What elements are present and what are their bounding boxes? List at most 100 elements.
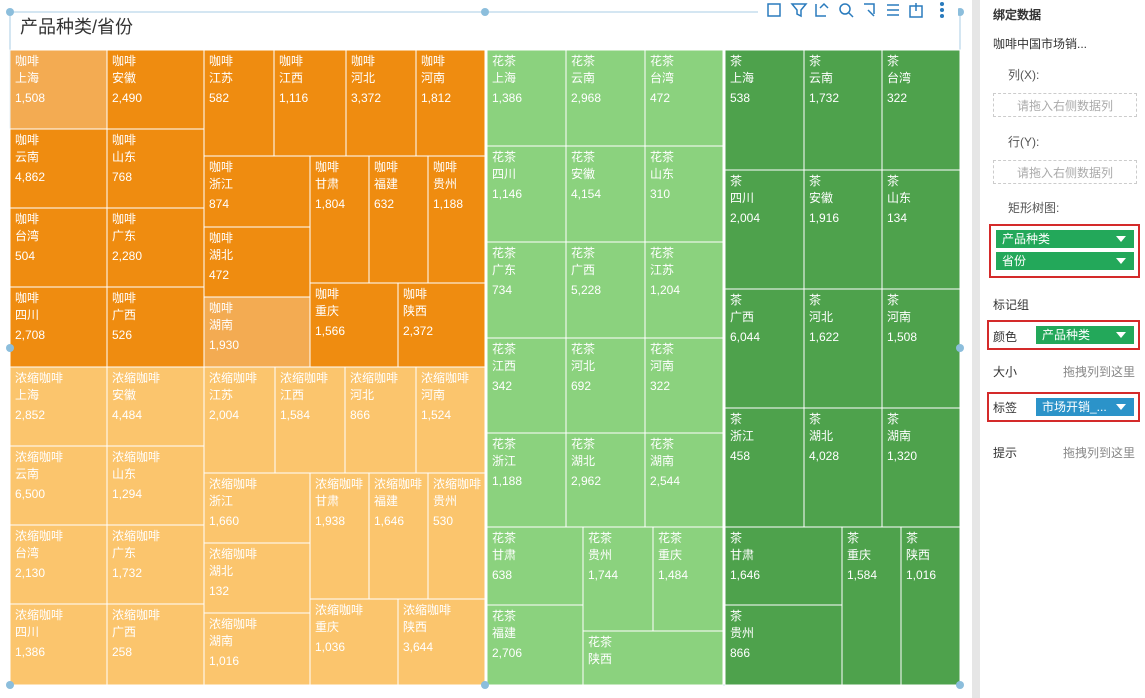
toolbar[interactable] [758, 0, 958, 22]
cell-group-label: 咖啡 [351, 53, 375, 68]
cell-province-label: 陕西 [906, 547, 930, 562]
cell-province-label: 湖北 [209, 247, 233, 262]
treemap-cell [203, 155, 311, 228]
cell-group-label: 浓缩咖啡 [315, 602, 363, 617]
cell-value-label: 1,386 [15, 645, 45, 659]
cell-group-label: 花茶 [571, 245, 595, 260]
cell-value-label: 734 [492, 283, 512, 297]
cell-province-label: 台湾 [15, 545, 39, 560]
cell-province-label: 重庆 [847, 548, 871, 562]
cell-group-label: 咖啡 [374, 159, 398, 174]
cell-province-label: 安徽 [112, 70, 136, 85]
treemap-cell [397, 598, 486, 686]
treemap-cell [486, 145, 567, 243]
treemap-cell [203, 366, 276, 474]
cell-group-label: 咖啡 [315, 286, 339, 301]
cell-group-label: 花茶 [588, 634, 612, 649]
cell-province-label: 贵州 [588, 548, 612, 562]
cell-value-label: 1,036 [315, 640, 345, 654]
cell-group-label: 咖啡 [315, 159, 339, 174]
cell-province-label: 福建 [492, 625, 516, 640]
cell-province-label: 云南 [571, 70, 595, 85]
cell-group-label: 咖啡 [112, 132, 136, 147]
cell-group-label: 浓缩咖啡 [433, 476, 481, 491]
treemap-cell [724, 526, 843, 606]
cell-value-label: 866 [350, 408, 370, 422]
cell-value-label: 1,524 [421, 408, 451, 422]
rows-drop[interactable]: 请拖入右侧数据列 [993, 160, 1137, 184]
treemap-cell [881, 169, 961, 290]
cell-province-label: 安徽 [112, 387, 136, 402]
cell-province-label: 重庆 [658, 548, 682, 562]
chart-title: 产品种类/省份 [20, 17, 133, 37]
size-drop[interactable]: 拖拽列到这里 [1063, 365, 1136, 379]
cell-group-label: 茶 [730, 411, 742, 426]
cell-province-label: 上海 [15, 387, 39, 402]
cell-value-label: 4,862 [15, 170, 45, 184]
cell-province-label: 江西 [492, 359, 516, 373]
cell-province-label: 贵州 [433, 494, 457, 508]
field-pill[interactable]: 省份 [996, 252, 1134, 270]
treemap-cell [565, 432, 646, 528]
tooltip-label: 提示 [993, 446, 1018, 460]
cell-value-label: 874 [209, 197, 229, 211]
treemap-cell [652, 526, 724, 632]
tooltip-drop[interactable]: 拖拽列到这里 [1063, 446, 1136, 460]
cell-value-label: 768 [112, 170, 132, 184]
cell-province-label: 甘肃 [492, 548, 516, 562]
cell-value-label: 1,938 [315, 514, 345, 528]
cell-value-label: 472 [209, 268, 229, 282]
treemap-cell [106, 603, 205, 686]
cell-value-label: 322 [887, 91, 907, 105]
cell-province-label: 甘肃 [730, 548, 754, 562]
treemap-cell [9, 603, 108, 686]
treemap-cell [486, 49, 567, 147]
cell-group-label: 浓缩咖啡 [15, 370, 63, 385]
treemap-label: 矩形树图: [1008, 201, 1060, 215]
cell-group-label: 茶 [809, 411, 821, 426]
columns-drop[interactable]: 请拖入右侧数据列 [993, 93, 1137, 117]
cell-group-label: 浓缩咖啡 [374, 476, 422, 491]
cell-province-label: 山东 [650, 167, 674, 181]
cell-province-label: 重庆 [315, 620, 339, 634]
color-pill[interactable]: 产品种类 [1036, 326, 1134, 344]
cell-value-label: 1,566 [315, 324, 345, 338]
color-label: 颜色 [993, 330, 1018, 344]
dataset-name[interactable]: 咖啡中国市场销... [993, 37, 1088, 51]
treemap-cell [427, 472, 486, 600]
marks-label: 标记组 [993, 298, 1030, 312]
cell-value-label: 1,188 [433, 197, 463, 211]
cell-value-label: 1,930 [209, 338, 239, 352]
cell-group-label: 花茶 [492, 245, 516, 260]
cell-group-label: 茶 [730, 173, 742, 188]
cells: 咖啡上海1,508咖啡安徽2,490咖啡江苏582咖啡江西1,116咖啡河北3,… [9, 49, 961, 686]
cell-group-label: 茶 [847, 530, 859, 545]
cell-province-label: 河南 [887, 309, 911, 324]
treemap-cell [724, 407, 805, 528]
cell-value-label: 2,280 [112, 249, 142, 263]
cell-value-label: 2,372 [403, 324, 433, 338]
cell-value-label: 472 [650, 91, 670, 105]
field-pill[interactable]: 产品种类 [996, 230, 1134, 248]
cell-value-label: 504 [15, 249, 35, 263]
panel-title: 绑定数据 [993, 8, 1042, 22]
treemap-cell [565, 337, 646, 434]
cell-province-label: 湖北 [809, 428, 833, 443]
cell-group-label: 咖啡 [112, 211, 136, 226]
label-pill[interactable]: 市场开销_... [1036, 398, 1134, 416]
panel-divider [972, 0, 980, 698]
cell-value-label: 342 [492, 379, 512, 393]
cell-province-label: 河南 [650, 358, 674, 373]
cell-value-label: 2,708 [15, 328, 45, 342]
cell-province-label: 河北 [571, 359, 595, 373]
treemap-cell [106, 207, 205, 288]
treemap-cell [486, 604, 584, 686]
treemap-cell [565, 145, 646, 243]
treemap-cell [203, 612, 311, 686]
cell-value-label: 4,484 [112, 408, 142, 422]
cell-group-label: 花茶 [658, 530, 682, 545]
cell-group-label: 浓缩咖啡 [421, 370, 469, 385]
cell-province-label: 浙江 [209, 177, 233, 191]
cell-value-label: 2,968 [571, 91, 601, 105]
